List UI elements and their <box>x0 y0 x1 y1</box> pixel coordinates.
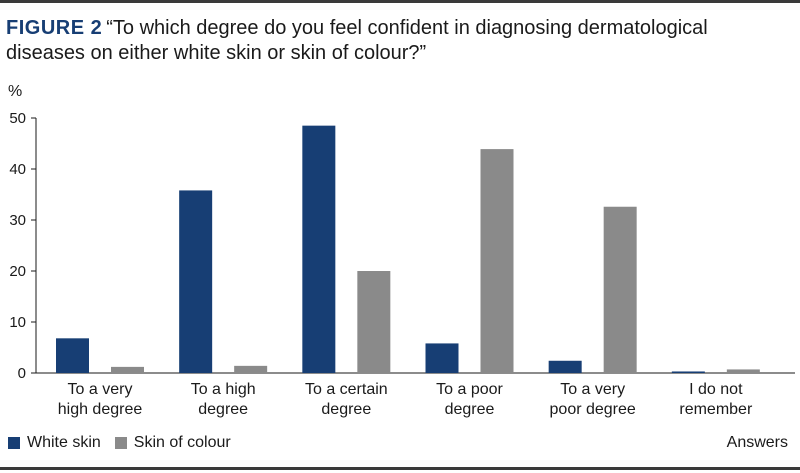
y-axis-unit-label: % <box>8 83 22 100</box>
x-tick-label-0-line-1: high degree <box>58 401 143 418</box>
legend-label-skin-of-colour: Skin of colour <box>133 434 231 451</box>
figure-title: FIGURE 2 “To which degree do you feel con… <box>6 16 786 66</box>
bar-white-skin-3 <box>425 343 459 373</box>
bar-white-skin-1 <box>179 190 213 373</box>
legend-label-white-skin: White skin <box>27 434 101 451</box>
x-tick-label-2-line-0: To a certain <box>305 381 388 398</box>
x-tick-label-2-line-1: degree <box>321 401 371 418</box>
y-tick-label-50: 50 <box>9 110 26 127</box>
x-tick-label-3-line-0: To a poor <box>436 381 503 398</box>
bar-skin-of-colour-1 <box>234 365 268 373</box>
legend-swatch-skin-of-colour <box>114 437 127 449</box>
x-tick-label-4-line-0: To a very <box>560 381 625 398</box>
bar-white-skin-4 <box>548 360 582 373</box>
legend-item-skin-of-colour: Skin of colour <box>114 434 231 452</box>
y-tick-label-20: 20 <box>9 263 26 280</box>
x-axis-label: Answers <box>726 434 788 451</box>
legend: White skin Skin of colour <box>8 434 245 452</box>
y-tick-label-30: 30 <box>9 212 26 229</box>
legend-swatch-white-skin <box>8 437 20 449</box>
x-tick-label-4-line-1: poor degree <box>550 401 636 418</box>
y-tick-label-10: 10 <box>9 314 26 331</box>
x-tick-label-5-line-0: I do not <box>689 381 743 398</box>
x-tick-label-3-line-1: degree <box>445 401 495 418</box>
bar-white-skin-2 <box>302 125 336 374</box>
x-tick-label-0-line-0: To a very <box>68 381 133 398</box>
x-tick-label-5-line-1: remember <box>679 401 753 418</box>
x-tick-label-1-line-0: To a high <box>191 381 256 398</box>
figure-title-text: “To which degree do you feel confident i… <box>6 17 708 64</box>
figure-label: FIGURE 2 <box>6 17 103 39</box>
bar-skin-of-colour-2 <box>357 271 391 373</box>
bar-skin-of-colour-4 <box>603 206 637 373</box>
bar-skin-of-colour-0 <box>111 366 144 373</box>
x-tick-label-1-line-1: degree <box>198 401 248 418</box>
y-tick-label-40: 40 <box>9 161 26 178</box>
bar-skin-of-colour-3 <box>480 149 514 373</box>
top-rule <box>0 0 800 3</box>
bar-white-skin-0 <box>56 338 89 373</box>
y-tick-label-0: 0 <box>18 365 26 382</box>
bar-skin-of-colour-5 <box>726 369 760 373</box>
bar-white-skin-5 <box>671 371 705 373</box>
legend-item-white-skin: White skin <box>8 434 101 452</box>
bottom-rule <box>0 467 800 470</box>
